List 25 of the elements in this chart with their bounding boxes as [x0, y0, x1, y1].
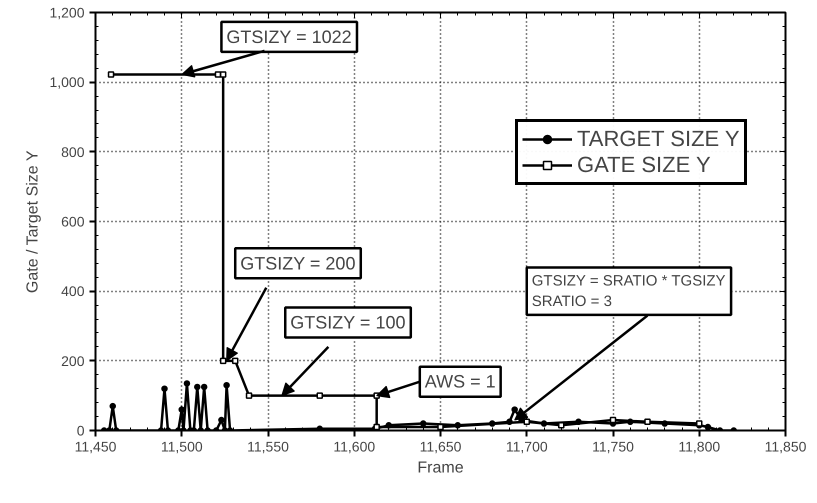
annotation: GTSIZY = 200	[240, 253, 356, 274]
legend-label: GATE SIZE Y	[577, 152, 711, 178]
y-tick-label: 1,200	[49, 4, 85, 20]
y-tick-label: 1,000	[49, 74, 85, 90]
x-tick-label: 11,600	[333, 438, 376, 454]
x-tick-label: 11,500	[160, 438, 203, 454]
x-tick-label: 11,850	[764, 438, 807, 454]
x-tick-label: 11,650	[420, 438, 462, 454]
y-tick-label: 800	[61, 144, 85, 160]
x-tick-label: 11,450	[74, 438, 117, 454]
x-tick-label: 11,750	[592, 438, 634, 454]
x-tick-label: 11,700	[506, 438, 548, 454]
annotation: GTSIZY = 100	[290, 312, 406, 333]
legend-label: TARGET SIZE Y	[577, 126, 740, 152]
x-tick-label: 11,800	[678, 438, 720, 454]
y-tick-label: 200	[61, 352, 85, 369]
annotation: GTSIZY = 1022	[226, 26, 352, 47]
y-tick-label: 0	[76, 422, 85, 438]
y-tick-label: 400	[61, 283, 85, 300]
y-axis-title: Gate / Target Size Y	[24, 150, 42, 294]
y-tick-label: 600	[61, 214, 85, 230]
x-tick-label: 11,550	[247, 438, 290, 454]
x-axis-title: Frame	[417, 460, 464, 476]
annotation: GTSIZY = SRATIO * TGSIZY SRATIO = 3	[532, 272, 726, 310]
annotation: AWS = 1	[424, 372, 496, 392]
